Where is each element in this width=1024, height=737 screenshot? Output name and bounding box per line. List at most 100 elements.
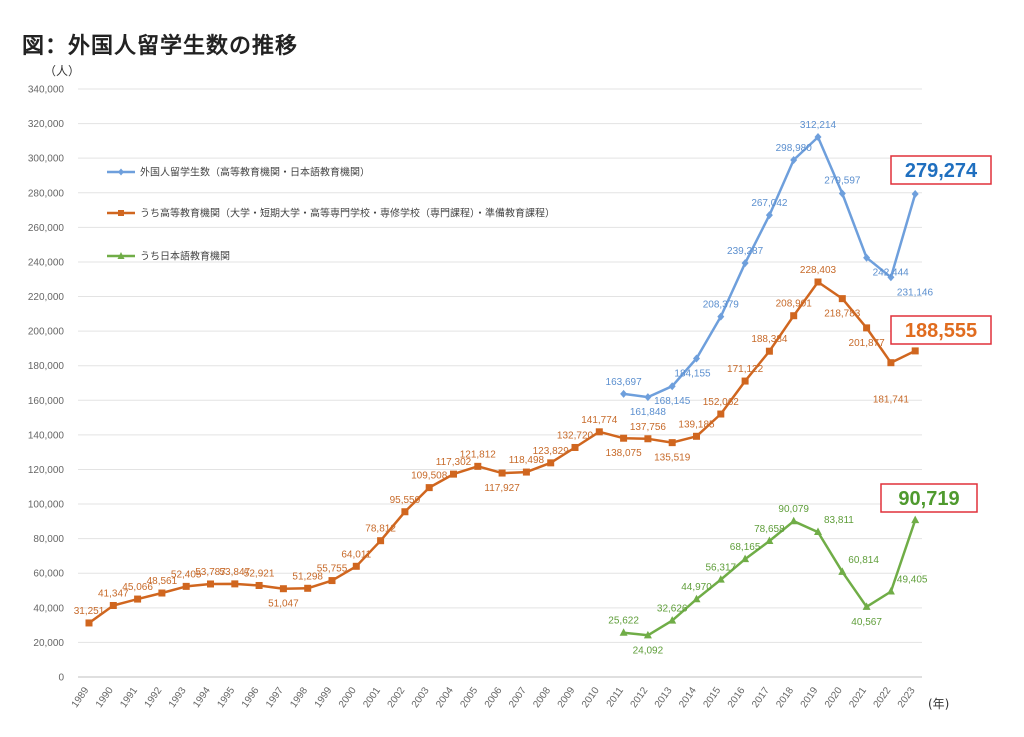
data-point <box>644 393 652 402</box>
x-tick-label: 2020 <box>823 685 845 710</box>
callout-value: 279,274 <box>905 160 978 182</box>
data-label: 208,901 <box>776 299 813 310</box>
data-point <box>134 595 142 603</box>
data-point <box>668 382 676 391</box>
data-point <box>207 580 214 588</box>
chart-title: 図：外国人留学生数の推移 <box>22 34 299 59</box>
x-tick-label: 2008 <box>531 685 553 710</box>
data-label: 68,165 <box>730 542 761 553</box>
x-tick-label: 1989 <box>70 685 92 710</box>
x-tick-label: 1996 <box>240 685 262 710</box>
data-label: 32,626 <box>657 604 688 615</box>
data-point <box>716 575 725 583</box>
y-tick-label: 280,000 <box>28 188 65 199</box>
data-point <box>328 577 336 585</box>
data-point <box>644 435 652 443</box>
data-label: 152,062 <box>703 397 740 408</box>
callout-value: 90,719 <box>898 488 959 510</box>
y-tick-label: 320,000 <box>28 119 65 130</box>
data-label: 168,145 <box>654 396 691 407</box>
data-label: 109,508 <box>411 471 448 482</box>
y-tick-label: 300,000 <box>28 154 65 165</box>
data-label: 201,877 <box>849 338 886 349</box>
data-label: 53,787 <box>195 567 226 578</box>
data-point <box>571 443 579 451</box>
data-point <box>692 594 701 603</box>
data-point <box>377 537 385 545</box>
data-point <box>911 347 919 355</box>
x-tick-label: 1995 <box>215 685 237 710</box>
data-label: 231,146 <box>897 287 934 298</box>
data-point <box>911 190 919 199</box>
y-tick-label: 220,000 <box>28 292 65 303</box>
y-tick-label: 40,000 <box>33 603 64 614</box>
data-point <box>790 155 798 164</box>
data-point <box>304 584 312 592</box>
data-label: 138,075 <box>606 448 643 459</box>
y-tick-label: 180,000 <box>28 361 65 372</box>
data-point <box>522 468 530 476</box>
x-tick-label: 1998 <box>288 685 310 710</box>
y-tick-label: 60,000 <box>33 569 64 580</box>
data-point <box>109 601 117 609</box>
data-label: 298,980 <box>776 143 813 154</box>
data-label: 242,444 <box>873 268 910 279</box>
y-tick-label: 140,000 <box>28 430 65 441</box>
x-tick-label: 2002 <box>386 685 408 710</box>
callout-box <box>880 483 978 513</box>
data-point <box>911 515 920 524</box>
x-tick-label: 1993 <box>167 685 189 710</box>
gridlines <box>78 88 922 678</box>
data-point <box>85 619 93 627</box>
data-label: 51,298 <box>292 571 323 582</box>
data-label: 181,741 <box>873 395 910 406</box>
data-label: 163,697 <box>606 377 643 388</box>
data-point <box>765 536 774 544</box>
data-point <box>620 434 628 442</box>
y-axis-ticks: 0 20,000 40,000 60,000 80,000 100,000 120,000 1… <box>28 85 65 684</box>
x-tick-label: 2017 <box>750 685 772 710</box>
data-label: 52,921 <box>244 568 275 579</box>
data-label: 64,011 <box>341 549 371 560</box>
data-point <box>741 554 750 563</box>
x-tick-label: 2010 <box>580 685 602 710</box>
x-tick-label: 2016 <box>726 685 748 710</box>
legend-marker <box>118 168 124 176</box>
y-tick-label: 120,000 <box>28 465 65 476</box>
data-label: 40,567 <box>851 617 882 628</box>
x-tick-label: 2018 <box>774 685 796 710</box>
data-label: 141,774 <box>581 415 618 426</box>
x-tick-label: 2005 <box>458 685 480 710</box>
data-label: 60,814 <box>848 555 879 566</box>
x-tick-label: 2015 <box>701 685 723 710</box>
data-label: 55,755 <box>317 564 348 575</box>
data-label: 121,812 <box>460 449 497 460</box>
data-point <box>401 508 409 516</box>
x-tick-label: 2013 <box>653 685 675 710</box>
data-point <box>741 377 749 385</box>
data-label: 52,405 <box>171 569 202 580</box>
callout-value: 188,555 <box>905 320 977 342</box>
series-3 <box>619 515 920 639</box>
data-label: 208,379 <box>703 300 740 311</box>
legend: 外国人留学生数（高等教育機関・日本語教育機関） うち高等教育機関（大学・短期大学・… <box>107 166 555 263</box>
data-label: 45,066 <box>122 582 153 593</box>
data-label: 90,079 <box>778 504 809 515</box>
y-tick-label: 0 <box>58 673 64 684</box>
data-label: 24,092 <box>633 645 664 656</box>
x-tick-label: 1994 <box>191 685 213 710</box>
x-axis-unit-label: (年) <box>928 697 949 711</box>
data-point <box>765 211 773 220</box>
data-label: 137,756 <box>630 422 667 433</box>
x-tick-label: 2011 <box>605 685 627 709</box>
data-point <box>862 602 871 610</box>
data-point <box>838 189 846 198</box>
data-point <box>255 581 263 589</box>
callout-box <box>890 315 992 345</box>
data-label: 51,047 <box>268 599 299 610</box>
data-point <box>668 616 677 624</box>
series-2 <box>85 278 919 627</box>
data-label: 132,720 <box>557 430 594 441</box>
series-line <box>623 135 917 399</box>
